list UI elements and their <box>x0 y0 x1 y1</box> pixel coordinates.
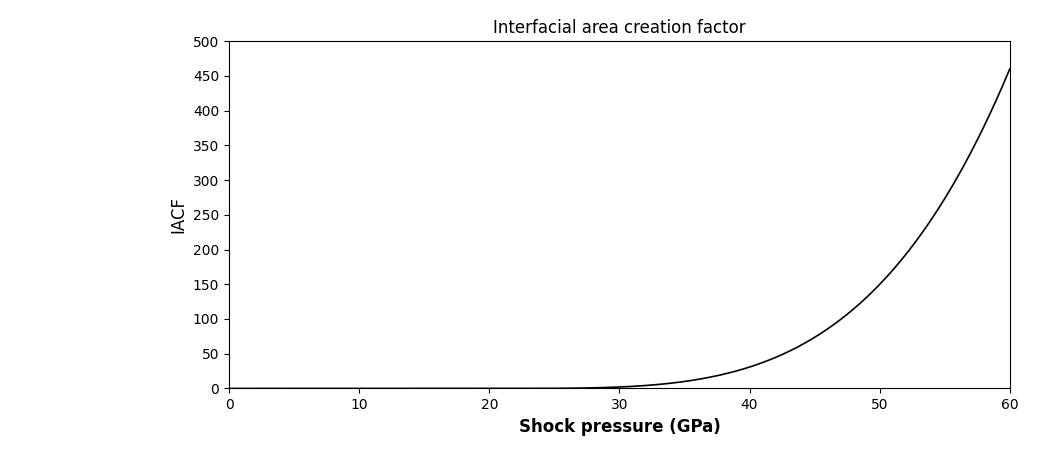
Y-axis label: IACF: IACF <box>170 197 187 233</box>
X-axis label: Shock pressure (GPa): Shock pressure (GPa) <box>518 418 720 436</box>
Title: Interfacial area creation factor: Interfacial area creation factor <box>493 19 745 37</box>
